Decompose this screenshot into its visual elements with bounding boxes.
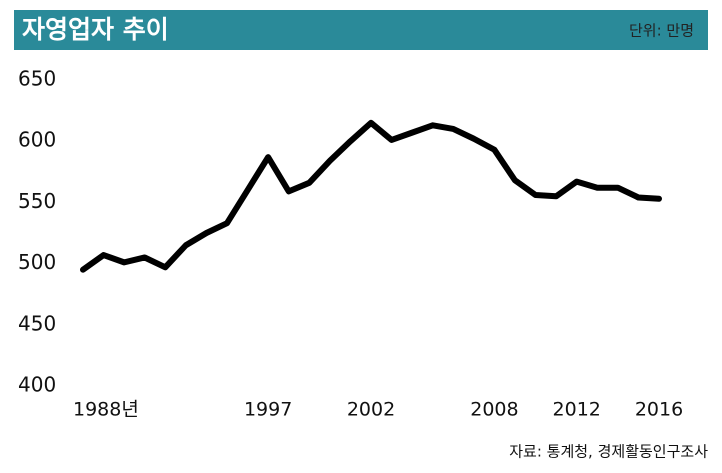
x-tick-label: 1988년 — [73, 399, 139, 421]
y-tick-label: 450 — [18, 311, 56, 335]
x-tick-label: 1997 — [244, 399, 292, 421]
x-tick-label: 2002 — [347, 399, 395, 421]
y-tick-label: 600 — [18, 128, 56, 152]
y-tick-label: 650 — [18, 67, 56, 91]
x-tick-label: 2008 — [470, 399, 518, 421]
chart-title: 자영업자 추이 — [22, 15, 169, 44]
y-tick-label: 400 — [18, 373, 56, 397]
unit-label: 단위: 만명 — [629, 22, 694, 40]
data-line — [80, 119, 662, 273]
title-bar — [14, 10, 708, 50]
x-tick-label: 2012 — [553, 399, 601, 421]
y-tick-label: 500 — [18, 250, 56, 274]
x-tick-label: 2016 — [635, 399, 683, 421]
source-label: 자료: 통계청, 경제활동인구조사 — [509, 443, 708, 461]
y-tick-label: 550 — [18, 189, 56, 213]
